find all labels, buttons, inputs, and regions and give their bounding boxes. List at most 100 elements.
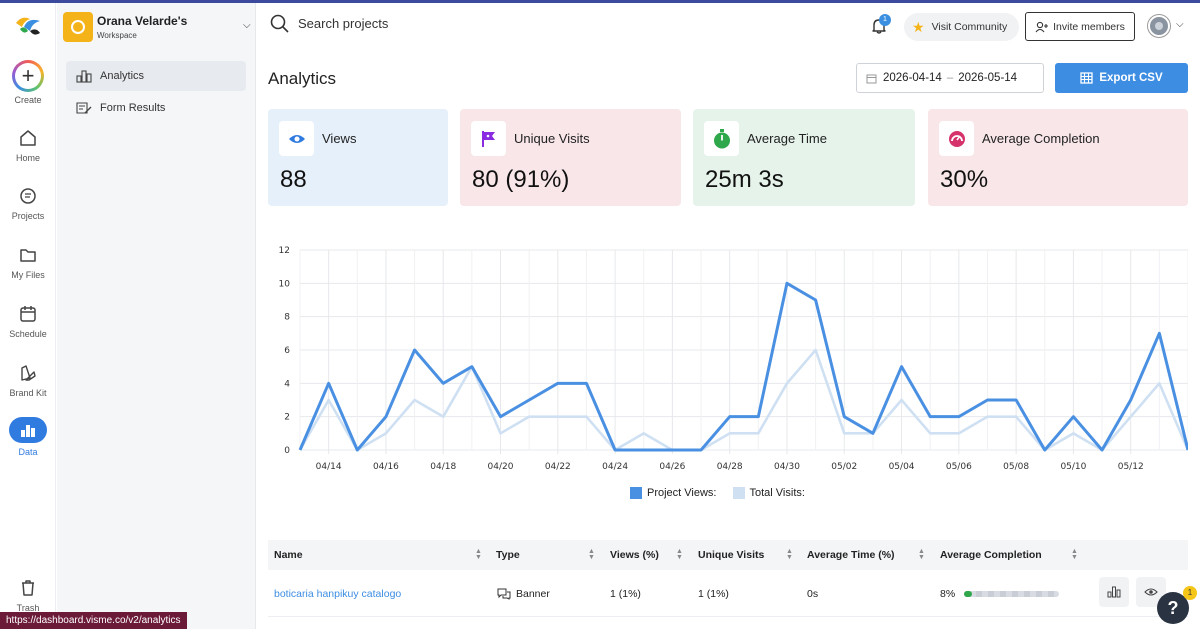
x-tick-label: 04/16 bbox=[373, 462, 399, 472]
y-tick-label: 0 bbox=[284, 446, 290, 456]
visit-community-button[interactable]: ★ Visit Community bbox=[904, 13, 1019, 41]
rail-item-create[interactable]: + Create bbox=[0, 60, 56, 105]
column-header-label: Name bbox=[274, 549, 303, 561]
stat-label: Unique Visits bbox=[514, 131, 590, 146]
flag-icon bbox=[471, 121, 506, 156]
date-end: 2026-05-14 bbox=[958, 72, 1018, 84]
rail-item-trash[interactable]: Trash bbox=[0, 577, 56, 613]
rail-label: Create bbox=[14, 95, 42, 105]
legend-label: Project Views: bbox=[647, 487, 717, 499]
completion-value: 8% bbox=[940, 588, 956, 600]
completion-progress-fill bbox=[964, 591, 972, 597]
rail-item-projects[interactable]: Projects bbox=[0, 185, 56, 221]
table-icon bbox=[1080, 72, 1094, 84]
stat-value: 80 (91%) bbox=[472, 166, 570, 193]
calendar-icon bbox=[866, 74, 877, 83]
sidebar-item-label: Form Results bbox=[100, 102, 166, 114]
sidebar-item-analytics[interactable]: Analytics bbox=[66, 61, 246, 91]
sort-icon[interactable]: ▲ ▼ bbox=[918, 548, 925, 561]
star-icon: ★ bbox=[912, 18, 925, 35]
sidebar-item-label: Analytics bbox=[100, 70, 145, 82]
workspace-switcher[interactable]: Orana Velarde's Workspace ⌵ bbox=[63, 12, 251, 46]
x-tick-label: 05/02 bbox=[831, 462, 857, 472]
search-icon bbox=[270, 14, 289, 33]
form-results-icon bbox=[76, 102, 92, 114]
rail-label: Projects bbox=[11, 211, 45, 221]
sidebar-item-form-results[interactable]: Form Results bbox=[66, 93, 246, 123]
rail-item-my-files[interactable]: My Files bbox=[0, 244, 56, 280]
x-tick-label: 04/24 bbox=[602, 462, 628, 472]
rail-item-data[interactable]: Data bbox=[0, 417, 56, 457]
visit-community-label: Visit Community bbox=[931, 21, 1008, 33]
column-header-name[interactable]: Name bbox=[274, 540, 303, 570]
stat-value: 88 bbox=[280, 166, 307, 193]
legend-label: Total Visits: bbox=[749, 487, 805, 499]
home-icon bbox=[20, 130, 36, 146]
invite-members-label: Invite members bbox=[1053, 20, 1125, 33]
x-tick-label: 04/14 bbox=[316, 462, 342, 472]
export-csv-button[interactable]: Export CSV bbox=[1055, 63, 1188, 93]
gauge-icon bbox=[939, 121, 974, 156]
series-line-total-visits bbox=[298, 348, 1188, 452]
eye-icon bbox=[279, 121, 314, 156]
rail-label: Home bbox=[15, 153, 40, 163]
column-header-unique-visits[interactable]: Unique Visits bbox=[698, 540, 764, 570]
y-tick-label: 10 bbox=[279, 279, 291, 289]
chart-icon bbox=[9, 417, 47, 443]
sort-icon[interactable]: ▲ ▼ bbox=[475, 548, 482, 561]
x-tick-label: 05/08 bbox=[1003, 462, 1029, 472]
sort-icon[interactable]: ▲ ▼ bbox=[1071, 548, 1078, 561]
icon-rail: + Create Home Projects My Files Schedule… bbox=[0, 3, 56, 629]
legend-item-project-views[interactable]: Project Views: bbox=[630, 487, 717, 499]
chevron-down-icon[interactable]: ⌵ bbox=[1176, 19, 1184, 30]
column-header-label: Average Completion bbox=[940, 549, 1042, 561]
chevron-down-icon: ⌵ bbox=[243, 20, 251, 31]
rail-item-home[interactable]: Home bbox=[0, 127, 56, 163]
column-header-label: Views (%) bbox=[610, 549, 659, 561]
column-header-average-time[interactable]: Average Time (%) bbox=[807, 540, 895, 570]
create-icon: + bbox=[12, 60, 44, 92]
date-range-picker[interactable]: 2026-04-14 – 2026-05-14 bbox=[856, 63, 1044, 93]
sort-icon[interactable]: ▲ ▼ bbox=[676, 548, 683, 561]
eye-icon bbox=[1144, 588, 1158, 596]
folder-icon bbox=[20, 249, 36, 262]
x-tick-label: 05/12 bbox=[1118, 462, 1144, 472]
date-separator: – bbox=[946, 72, 954, 84]
column-header-label: Unique Visits bbox=[698, 549, 765, 561]
stat-label: Views bbox=[322, 131, 357, 146]
table-row: boticaria hanpikuy catalogo Banner 1 (1%… bbox=[268, 571, 1188, 617]
stat-label: Average Time bbox=[747, 131, 827, 146]
rail-label: Schedule bbox=[9, 329, 47, 339]
stat-card-average-completion: Average Completion 30% bbox=[928, 109, 1188, 206]
calendar-icon bbox=[20, 306, 36, 322]
stat-label: Average Completion bbox=[982, 131, 1100, 146]
sort-icon[interactable]: ▲ ▼ bbox=[786, 548, 793, 561]
workspace-subtitle: Workspace bbox=[97, 31, 137, 40]
column-header-average-completion[interactable]: Average Completion bbox=[940, 540, 1042, 570]
y-tick-label: 6 bbox=[284, 346, 290, 356]
x-tick-label: 05/04 bbox=[889, 462, 915, 472]
completion-progress-bar bbox=[964, 591, 1060, 597]
x-tick-label: 04/20 bbox=[488, 462, 514, 472]
rail-item-brand-kit[interactable]: Brand Kit bbox=[0, 362, 56, 398]
legend-item-total-visits[interactable]: Total Visits: bbox=[732, 487, 805, 499]
analytics-button[interactable] bbox=[1099, 577, 1129, 607]
project-name-link[interactable]: boticaria hanpikuy catalogo bbox=[274, 588, 402, 600]
rail-label: Data bbox=[18, 447, 38, 457]
column-header-views[interactable]: Views (%) bbox=[610, 540, 659, 570]
stopwatch-icon bbox=[704, 121, 739, 156]
x-tick-label: 04/28 bbox=[717, 462, 743, 472]
visme-logo-icon[interactable] bbox=[14, 15, 42, 37]
rail-label: Trash bbox=[16, 603, 40, 613]
x-tick-label: 05/06 bbox=[946, 462, 972, 472]
avatar[interactable] bbox=[1148, 15, 1170, 37]
rail-item-schedule[interactable]: Schedule bbox=[0, 303, 56, 339]
search-input[interactable]: Search projects bbox=[270, 14, 388, 33]
rail-label: My Files bbox=[11, 270, 45, 280]
invite-members-button[interactable]: Invite members bbox=[1025, 12, 1135, 41]
column-header-type[interactable]: Type bbox=[496, 540, 520, 570]
stat-card-average-time: Average Time 25m 3s bbox=[693, 109, 915, 206]
sort-icon[interactable]: ▲ ▼ bbox=[588, 548, 595, 561]
y-tick-label: 4 bbox=[284, 379, 290, 389]
x-tick-label: 04/18 bbox=[430, 462, 456, 472]
